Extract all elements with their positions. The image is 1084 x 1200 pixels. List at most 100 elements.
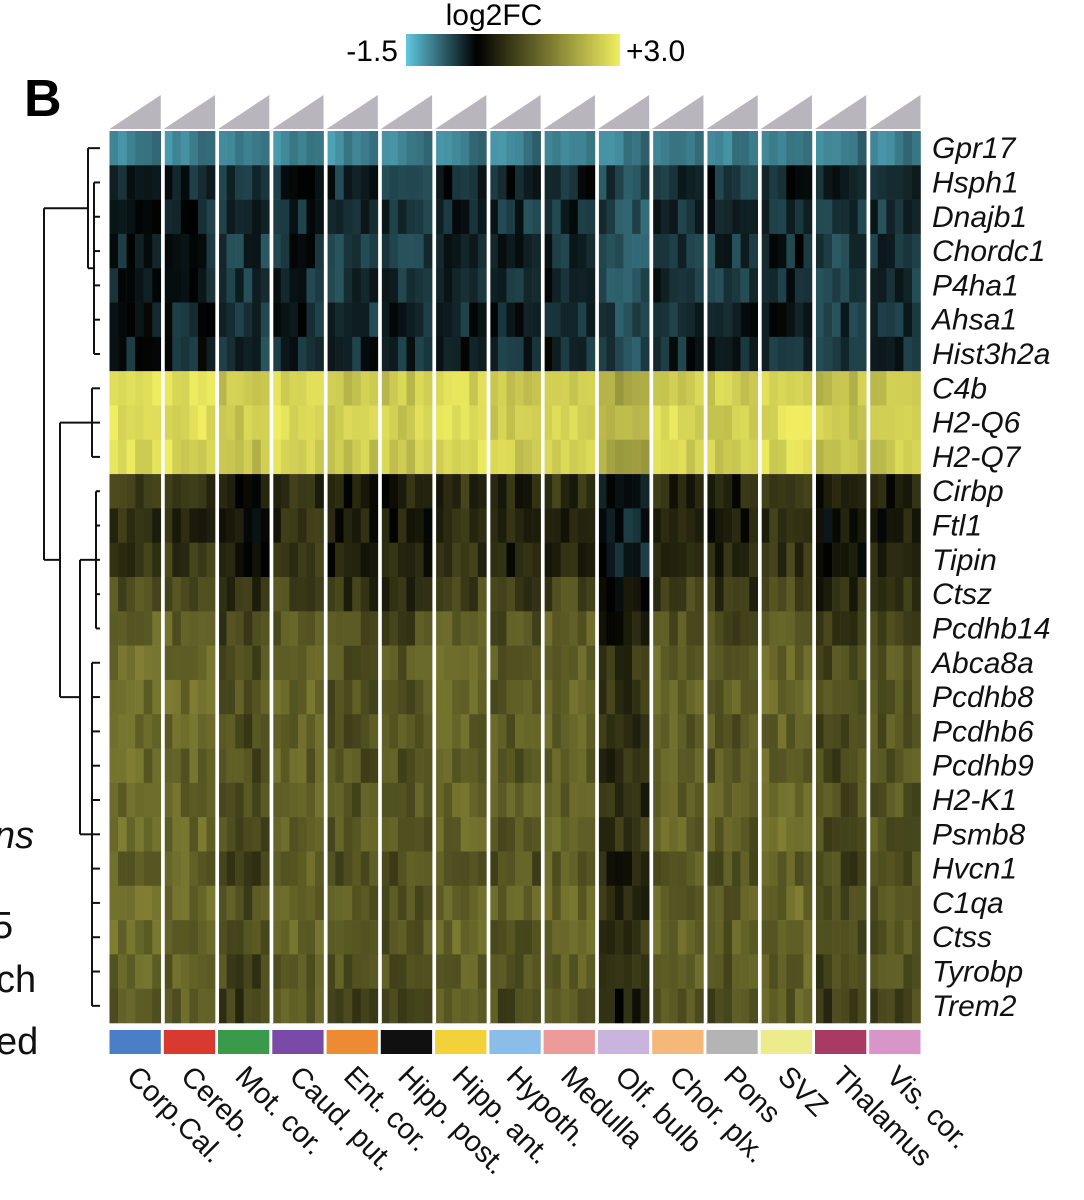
heatmap-cell	[740, 474, 750, 509]
heatmap-cell	[423, 371, 433, 406]
heatmap-cell	[769, 474, 779, 509]
heatmap-cell	[814, 165, 824, 200]
heatmap-cell	[706, 302, 716, 338]
heatmap-cell	[489, 782, 499, 818]
heatmap-cell	[497, 885, 507, 921]
heatmap-cell	[343, 371, 353, 406]
heatmap-cell	[369, 508, 379, 543]
heatmap-cell	[723, 679, 733, 715]
heatmap-cell	[840, 131, 850, 166]
gene-label: Tyrobp	[932, 956, 1023, 989]
heatmap-cell	[732, 577, 741, 612]
heatmap-cell	[732, 817, 741, 852]
heatmap-cell	[452, 645, 462, 681]
heatmap-cell	[803, 233, 813, 269]
heatmap-cell	[832, 268, 841, 303]
heatmap-cell	[235, 233, 244, 269]
heatmap-cell	[477, 679, 487, 715]
heatmap-cell	[832, 405, 841, 441]
heatmap-cell	[360, 851, 370, 887]
heatmap-cell	[749, 577, 758, 612]
heatmap-cell	[877, 131, 887, 166]
heatmap-cell	[360, 611, 370, 646]
heatmap-cell	[343, 233, 353, 269]
heatmap-cell	[315, 748, 324, 784]
heatmap-cell	[786, 611, 796, 646]
heatmap-cell	[415, 131, 424, 166]
heatmap-cell	[660, 645, 670, 681]
heatmap-cell	[732, 405, 741, 441]
heatmap-cell	[235, 885, 244, 921]
heatmap-cell	[794, 268, 804, 303]
heatmap-cell	[389, 474, 399, 509]
heatmap-cell	[706, 645, 716, 681]
heatmap-cell	[326, 474, 336, 509]
heatmap-cell	[218, 577, 227, 612]
heatmap-cell	[452, 131, 462, 166]
heatmap-cell	[306, 131, 316, 166]
heatmap-cell	[297, 268, 307, 303]
heatmap-cell	[389, 577, 399, 612]
heatmap-cell	[152, 577, 162, 612]
heatmap-cell	[289, 233, 299, 269]
heatmap-cell	[823, 302, 833, 338]
heatmap-cell	[640, 988, 650, 1024]
heatmap-cell	[506, 302, 516, 338]
heatmap-cell	[460, 817, 470, 852]
heatmap-cell	[849, 577, 858, 612]
region-separator	[216, 131, 220, 1023]
heatmap-cell	[869, 233, 879, 269]
heatmap-cell	[235, 748, 244, 784]
heatmap-cell	[515, 268, 524, 303]
heatmap-cell	[515, 645, 524, 681]
heatmap-cell	[477, 371, 487, 406]
region-color-swatch	[543, 1030, 595, 1054]
heatmap-cell	[749, 954, 758, 989]
heatmap-cell	[235, 439, 244, 475]
heatmap-cell	[523, 336, 533, 372]
heatmap-cell	[497, 165, 507, 200]
heatmap-cell	[660, 302, 670, 338]
heatmap-cell	[435, 817, 444, 852]
heatmap-cell	[532, 611, 541, 646]
heatmap-cell	[723, 611, 733, 646]
heatmap-cell	[869, 577, 879, 612]
heatmap-cell	[397, 748, 407, 784]
heatmap-cell	[577, 268, 587, 303]
heatmap-cell	[877, 988, 887, 1024]
heatmap-cell	[126, 508, 136, 543]
heatmap-cell	[577, 679, 587, 715]
heatmap-cell	[152, 988, 162, 1024]
heatmap-cell	[597, 954, 607, 989]
heatmap-cell	[597, 988, 607, 1024]
heatmap-cell	[732, 439, 741, 475]
heatmap-cell	[389, 885, 399, 921]
heatmap-cell	[389, 714, 399, 749]
heatmap-cell	[803, 199, 813, 235]
heatmap-cell	[769, 817, 779, 852]
heatmap-cell	[118, 817, 127, 852]
heatmap-cell	[749, 851, 758, 887]
heatmap-cell	[894, 131, 904, 166]
heatmap-cell	[652, 577, 662, 612]
heatmap-cell	[903, 474, 913, 509]
heatmap-cell	[669, 679, 679, 715]
heatmap-cell	[235, 542, 244, 578]
heatmap-cell	[832, 679, 841, 715]
heatmap-cell	[118, 302, 127, 338]
heatmap-cell	[586, 336, 596, 372]
heatmap-cell	[326, 645, 336, 681]
heatmap-cell	[163, 645, 173, 681]
heatmap-cell	[786, 679, 796, 715]
heatmap-cell	[632, 851, 641, 887]
heatmap-cell	[143, 302, 153, 338]
heatmap-cell	[740, 851, 750, 887]
heatmap-cell	[143, 988, 153, 1024]
heatmap-cell	[335, 131, 344, 166]
heatmap-cell	[352, 988, 362, 1024]
heatmap-cell	[109, 714, 119, 749]
heatmap-cell	[803, 542, 813, 578]
heatmap-cell	[706, 885, 716, 921]
heatmap-cell	[794, 782, 804, 818]
heatmap-cell	[135, 371, 144, 406]
